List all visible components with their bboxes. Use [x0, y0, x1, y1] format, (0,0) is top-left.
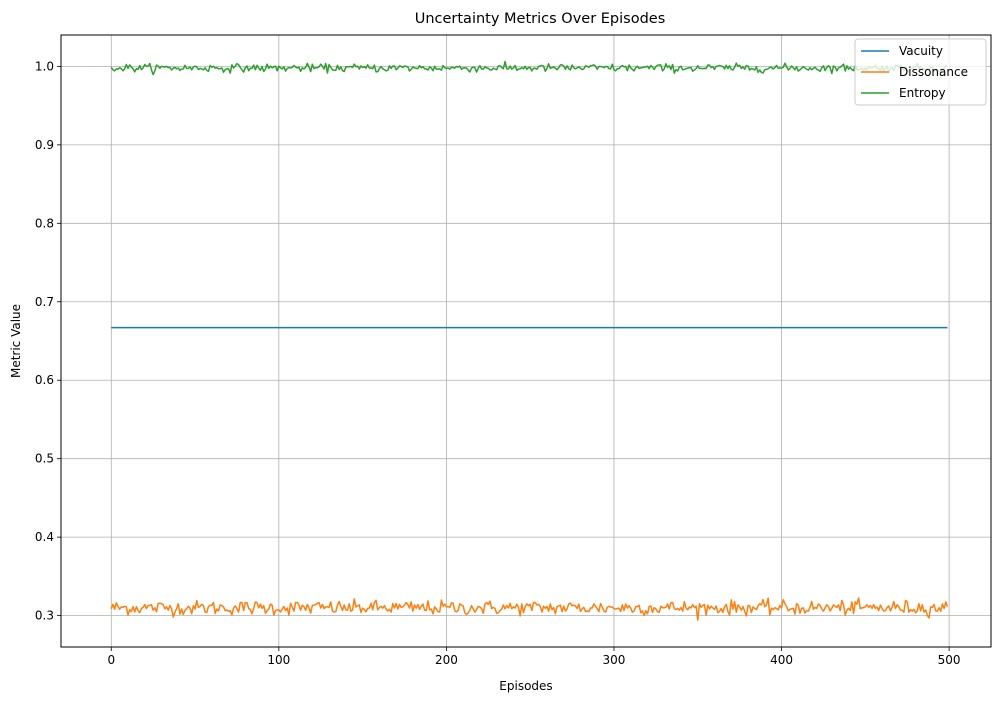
x-tick-label: 100 [267, 653, 290, 667]
x-tick-label: 400 [770, 653, 793, 667]
y-axis-label: Metric Value [9, 304, 23, 378]
x-tick-label: 500 [938, 653, 961, 667]
series-line-dissonance [110, 597, 949, 621]
y-tick-label: 0.8 [35, 216, 54, 230]
axis-ticks: 0 100 200 300 400 500 0.3 0.4 0.5 0.6 0.7 0.8 0.9 1.0 [35, 59, 961, 667]
chart-title: Uncertainty Metrics Over Episodes [415, 11, 666, 27]
y-tick-label: 0.4 [35, 530, 54, 544]
plot-frame [60, 34, 992, 648]
series-lines [110, 60, 949, 621]
x-axis-label: Episodes [499, 679, 552, 693]
legend-label: Dissonance [899, 65, 968, 79]
legend: Vacuity Dissonance Entropy [854, 38, 987, 106]
y-tick-label: 0.6 [35, 373, 54, 387]
legend-box [854, 38, 987, 106]
y-tick-label: 0.7 [35, 295, 54, 309]
series-line-entropy [110, 60, 948, 76]
legend-label: Entropy [899, 86, 946, 100]
y-tick-label: 0.3 [35, 609, 54, 623]
x-tick-label: 200 [435, 653, 458, 667]
x-tick-label: 0 [107, 653, 115, 667]
legend-label: Vacuity [899, 44, 943, 58]
y-tick-label: 0.5 [35, 452, 54, 466]
y-tick-label: 0.9 [35, 138, 54, 152]
grid [61, 35, 991, 647]
y-tick-label: 1.0 [35, 59, 54, 73]
x-tick-label: 300 [603, 653, 626, 667]
